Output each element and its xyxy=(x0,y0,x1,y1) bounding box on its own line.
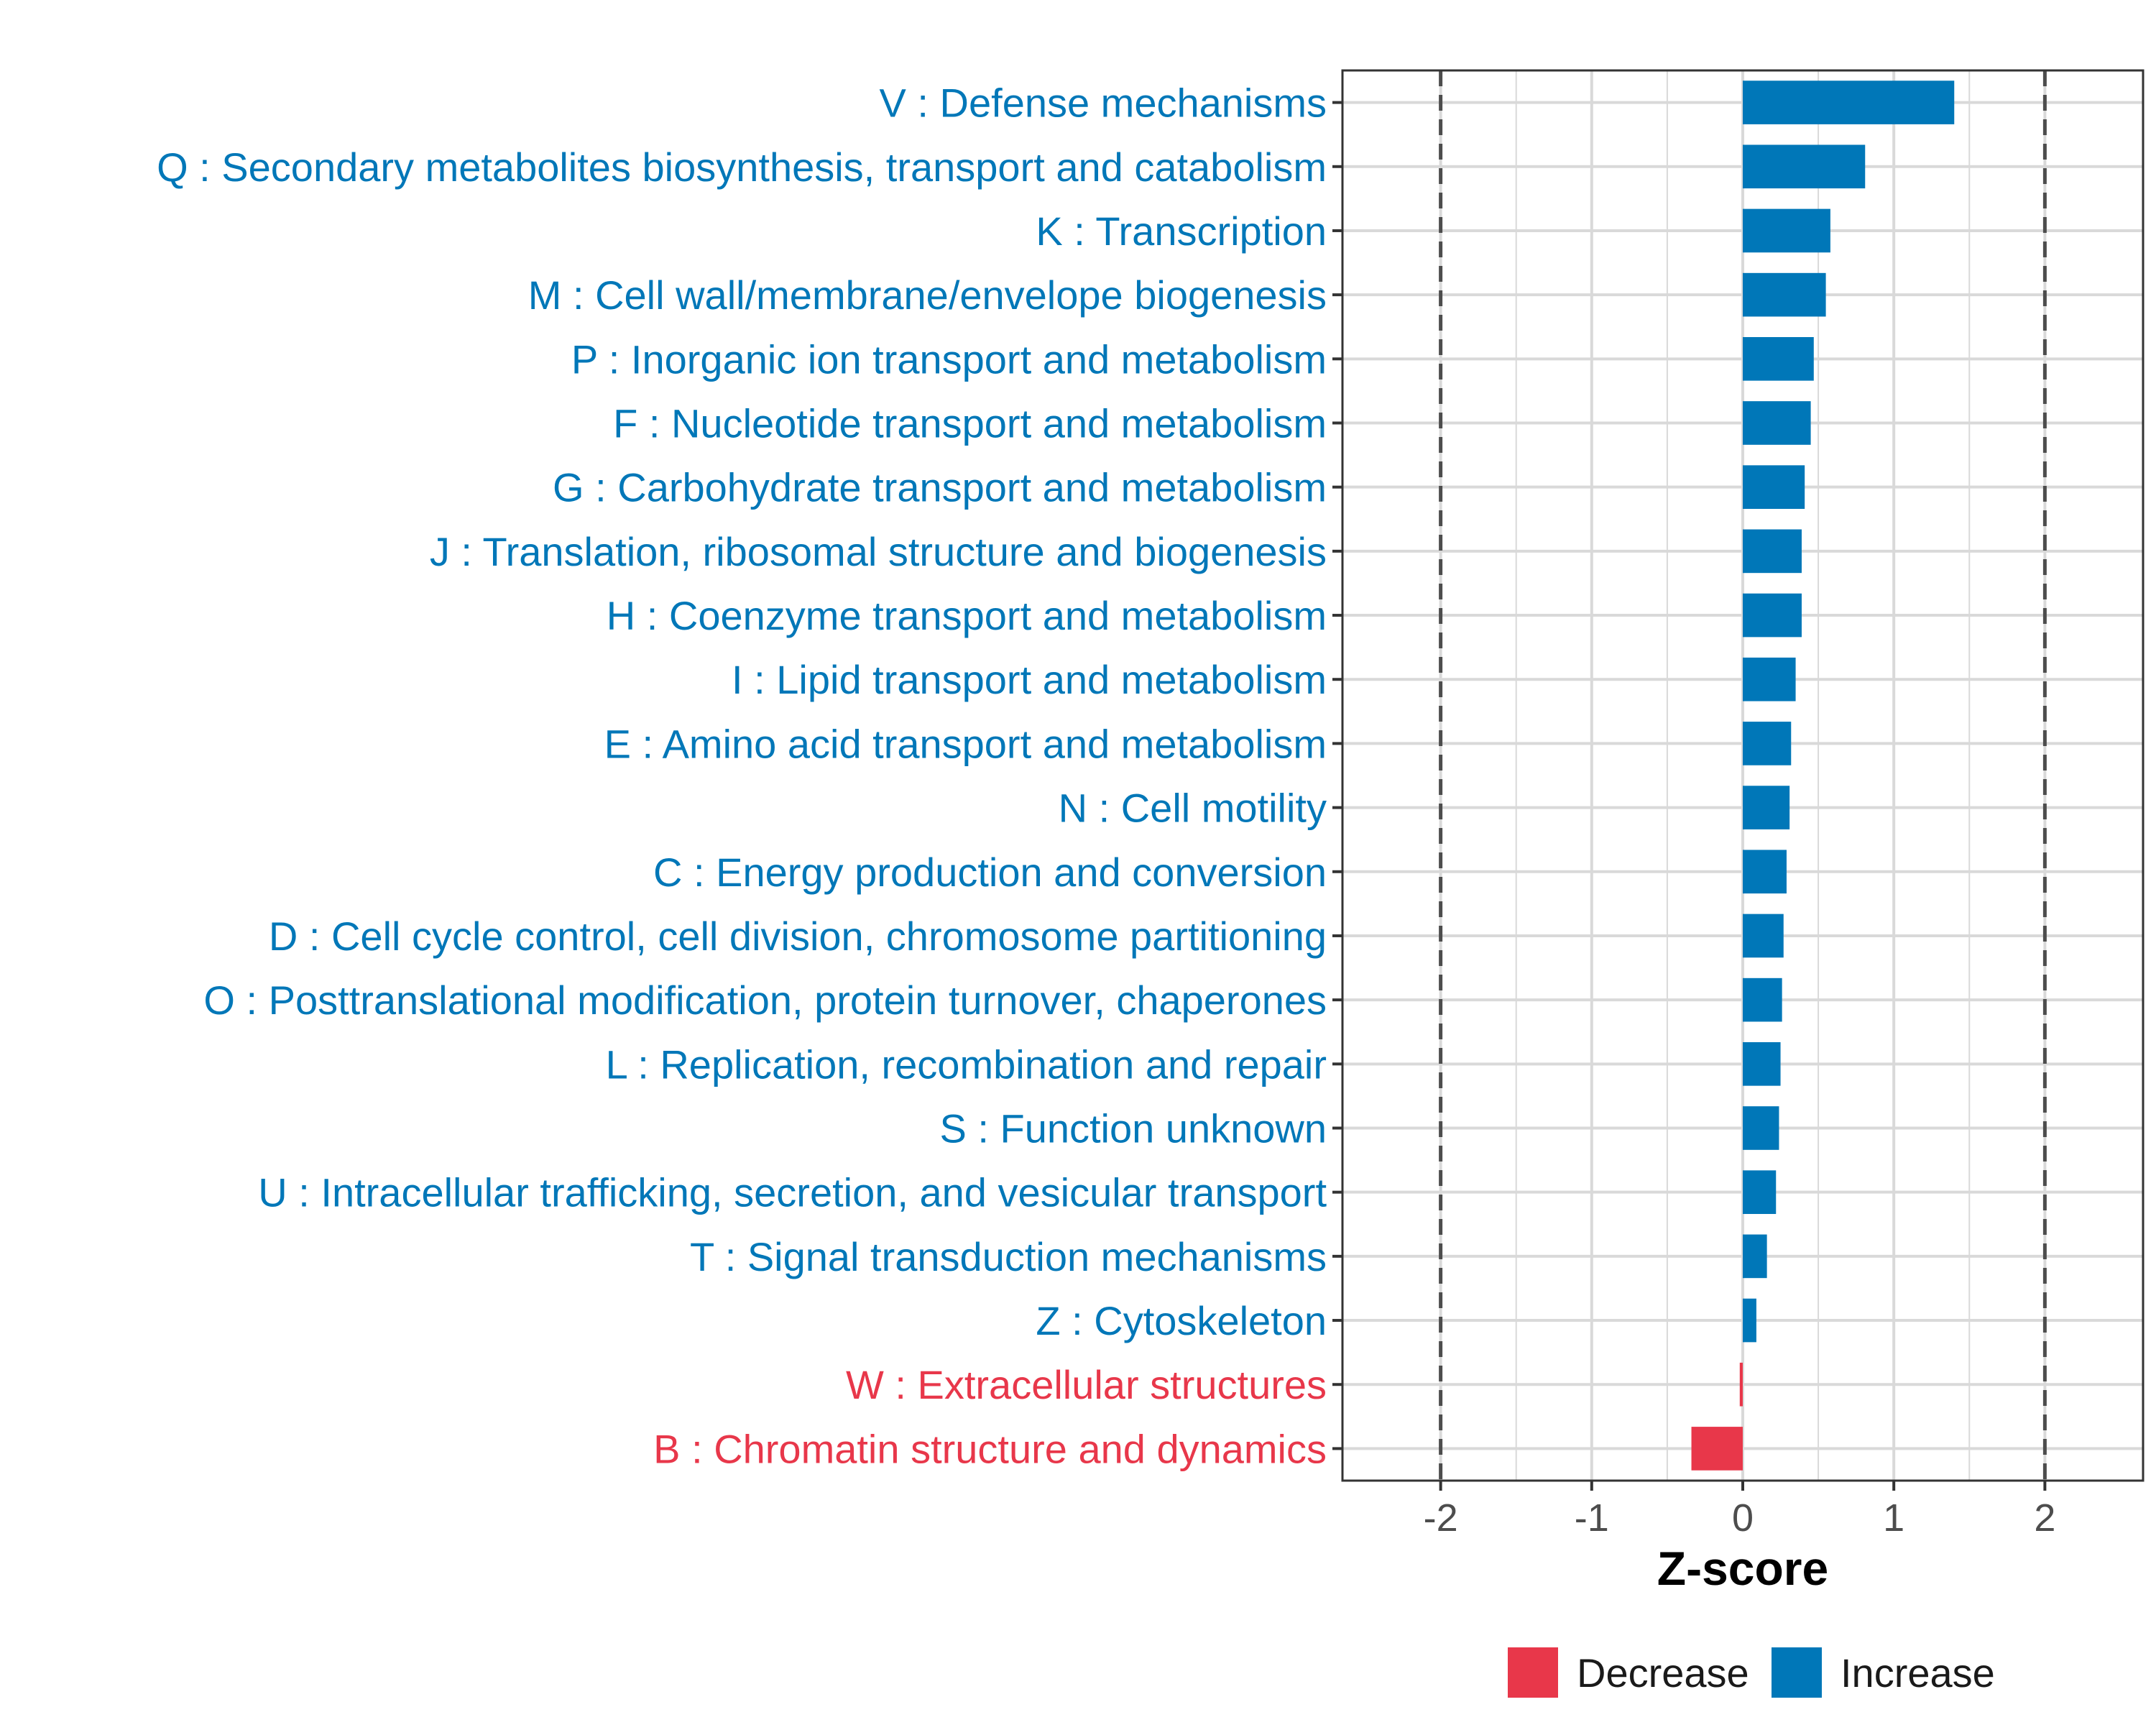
bar xyxy=(1743,786,1790,829)
legend-key xyxy=(1508,1647,1558,1698)
bar xyxy=(1743,1234,1767,1279)
category-label: V : Defense mechanisms xyxy=(880,80,1327,126)
legend: Decrease Increase xyxy=(1508,1647,1995,1698)
x-tick-label: -2 xyxy=(1424,1496,1458,1540)
x-tick-label: -1 xyxy=(1575,1496,1609,1540)
category-label: K : Transcription xyxy=(1036,208,1327,254)
category-label: S : Function unknown xyxy=(939,1106,1327,1151)
category-label: U : Intracellular trafficking, secretion… xyxy=(258,1170,1327,1215)
bar xyxy=(1743,80,1955,124)
category-label: B : Chromatin structure and dynamics xyxy=(653,1426,1327,1471)
bar xyxy=(1691,1427,1743,1471)
category-label: L : Replication, recombination and repai… xyxy=(606,1041,1327,1087)
legend-label: Decrease xyxy=(1577,1650,1749,1696)
bar xyxy=(1743,1106,1779,1150)
category-label: T : Signal transduction mechanisms xyxy=(690,1234,1327,1279)
category-label: D : Cell cycle control, cell division, c… xyxy=(269,914,1327,959)
bar xyxy=(1743,593,1802,638)
bar xyxy=(1743,208,1830,253)
x-axis-ticks xyxy=(1439,1481,2047,1491)
category-label: O : Posttranslational modification, prot… xyxy=(203,978,1327,1023)
legend-label: Increase xyxy=(1841,1650,1995,1696)
category-label: Z : Cytoskeleton xyxy=(1036,1298,1327,1343)
category-label: C : Energy production and conversion xyxy=(653,850,1327,895)
bar xyxy=(1743,465,1805,510)
x-tick-label: 0 xyxy=(1732,1496,1754,1540)
x-tick-label: 2 xyxy=(2034,1496,2055,1540)
category-label: N : Cell motility xyxy=(1059,786,1327,831)
category-label: Q : Secondary metabolites biosynthesis, … xyxy=(157,144,1327,190)
bar xyxy=(1743,657,1796,702)
y-axis-ticks xyxy=(1332,101,1342,1450)
bar xyxy=(1743,272,1826,317)
bar xyxy=(1743,850,1787,894)
category-label: M : Cell wall/membrane/envelope biogenes… xyxy=(528,272,1327,318)
bar xyxy=(1743,1298,1756,1343)
category-label: J : Translation, ribosomal structure and… xyxy=(430,529,1327,574)
category-label: I : Lipid transport and metabolism xyxy=(732,657,1327,702)
x-tick-label: 1 xyxy=(1883,1496,1904,1540)
bar xyxy=(1739,1362,1743,1407)
x-axis-title: Z-score xyxy=(1657,1542,1828,1595)
threshold-lines xyxy=(1439,70,2047,1481)
category-label: W : Extracellular structures xyxy=(846,1362,1327,1407)
category-label: G : Carbohydrate transport and metabolis… xyxy=(553,465,1327,510)
bar xyxy=(1743,722,1792,765)
bar xyxy=(1743,914,1784,958)
category-label: H : Coenzyme transport and metabolism xyxy=(607,593,1327,638)
bar xyxy=(1743,144,1866,189)
bar xyxy=(1743,978,1782,1022)
bar xyxy=(1743,1170,1777,1215)
legend-key xyxy=(1772,1647,1822,1698)
bars xyxy=(1691,80,1955,1471)
category-label: F : Nucleotide transport and metabolism xyxy=(613,401,1327,446)
bar xyxy=(1743,401,1811,445)
bar xyxy=(1743,529,1802,574)
bar xyxy=(1743,1041,1781,1086)
category-label: E : Amino acid transport and metabolism xyxy=(604,721,1327,766)
category-labels: V : Defense mechanisms Q : Secondary meta… xyxy=(157,80,1327,1472)
x-axis-tick-labels: -2 -1 0 1 2 xyxy=(1424,1496,2056,1540)
bar xyxy=(1743,336,1814,381)
category-label: P : Inorganic ion transport and metaboli… xyxy=(571,336,1327,382)
